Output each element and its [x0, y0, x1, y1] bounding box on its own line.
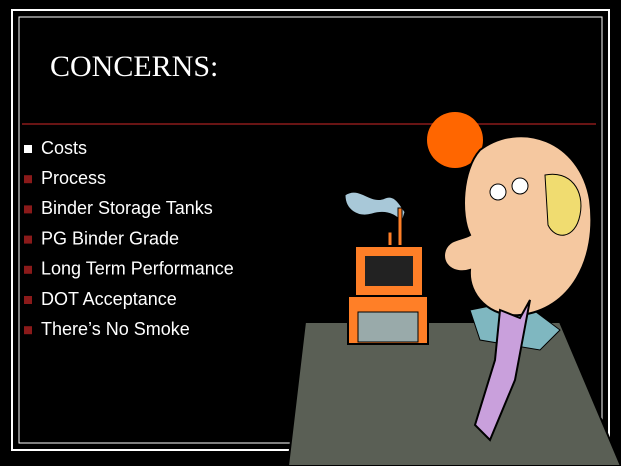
bullet-marker: [24, 145, 32, 153]
slide-title: CONCERNS:: [50, 50, 218, 83]
bullet-text: PG Binder Grade: [41, 228, 179, 248]
bullet-list: Costs Process Binder Storage Tanks PG Binde…: [24, 138, 234, 339]
eye: [489, 183, 507, 201]
smoke: [344, 191, 406, 224]
bullet-text: There’s No Smoke: [41, 319, 190, 339]
hair: [544, 173, 582, 236]
bullet-marker: [24, 296, 32, 304]
bullet-marker: [24, 175, 32, 184]
bullet-text: Binder Storage Tanks: [41, 198, 213, 218]
roller-window: [365, 256, 413, 286]
bullet-marker: [24, 205, 32, 214]
bullet-text: Costs: [41, 138, 87, 158]
bullet-text: Long Term Performance: [41, 259, 234, 279]
bullet-text: Process: [41, 168, 106, 188]
clipart: [286, 112, 621, 466]
eye: [511, 177, 529, 195]
stack: [397, 207, 403, 249]
bullet-marker: [24, 326, 32, 335]
sun: [427, 112, 483, 168]
bullet-marker: [24, 235, 32, 244]
roller-drum: [357, 311, 419, 343]
bullet-text: DOT Acceptance: [41, 289, 177, 309]
tie: [473, 299, 531, 442]
bullet-marker: [24, 265, 32, 274]
